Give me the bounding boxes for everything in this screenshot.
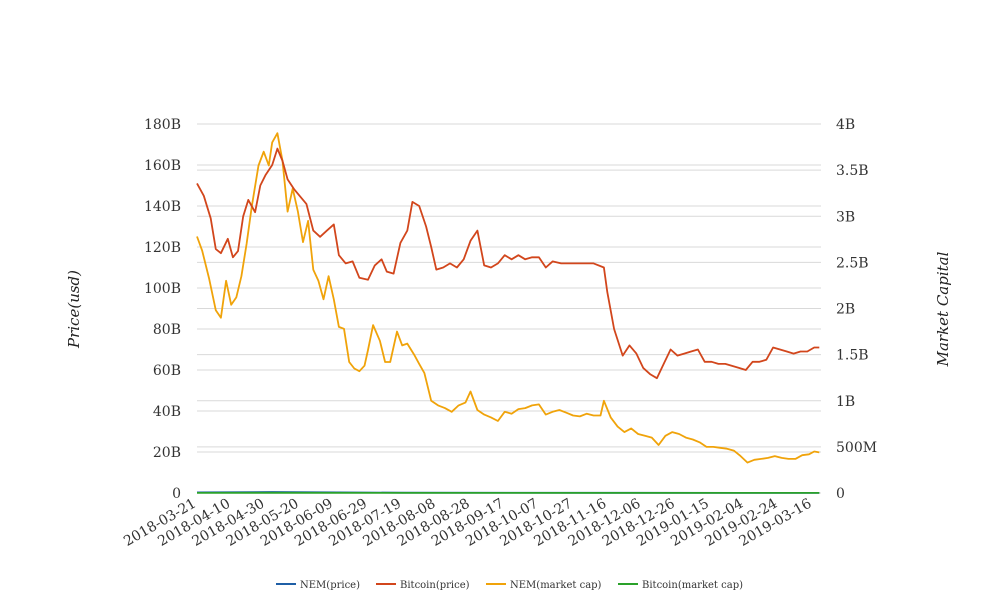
y-right-tick-label: 4B [836, 117, 855, 133]
y-left-tick-label: 180B [144, 117, 181, 133]
y-right-tick-label: 1.5B [836, 348, 869, 364]
y-left-tick-label: 80B [153, 322, 181, 338]
grid [197, 123, 821, 494]
y-left-tick-label: 140B [144, 199, 181, 215]
series-line-nem-market-cap [196, 132, 820, 464]
y-right-tick-label: 3.5B [836, 163, 869, 179]
y-left-tick-label: 60B [153, 363, 181, 379]
y-right-tick-label: 3B [836, 209, 855, 225]
y-right-tick-label: 2.5B [836, 255, 869, 271]
y-right-tick-label: 0 [836, 486, 845, 502]
y-left-tick-label: 120B [144, 240, 181, 256]
series-layer [196, 132, 820, 494]
y-right-tick-label: 2B [836, 302, 855, 318]
y-right-axis: 0 500M 1B 1.5B 2B 2.5B 3B 3.5B 4B [836, 117, 877, 502]
series-line-bitcoin-price [196, 147, 820, 380]
legend-label: NEM(market cap) [510, 580, 602, 591]
y-left-axis: 0 20B 40B 60B 80B 100B 120B 140B 160B 180B [144, 117, 181, 502]
x-axis: 2018-03-212018-04-102018-04-302018-05-20… [121, 496, 814, 550]
y-left-axis-title: Price(usd) [65, 270, 83, 349]
y-left-tick-label: 100B [144, 281, 181, 297]
y-right-axis-title: Market Capital [934, 251, 952, 367]
y-left-tick-label: 0 [172, 486, 181, 502]
legend-label: Bitcoin(market cap) [642, 580, 743, 591]
y-left-tick-label: 40B [153, 404, 181, 420]
legend-label: NEM(price) [300, 580, 360, 591]
legend: NEM(price) Bitcoin(price) NEM(market cap) B… [276, 580, 743, 591]
legend-label: Bitcoin(price) [400, 580, 470, 591]
y-left-tick-label: 160B [144, 158, 181, 174]
y-right-tick-label: 500M [836, 440, 877, 456]
y-left-tick-label: 20B [153, 445, 181, 461]
y-right-tick-label: 1B [836, 394, 855, 410]
